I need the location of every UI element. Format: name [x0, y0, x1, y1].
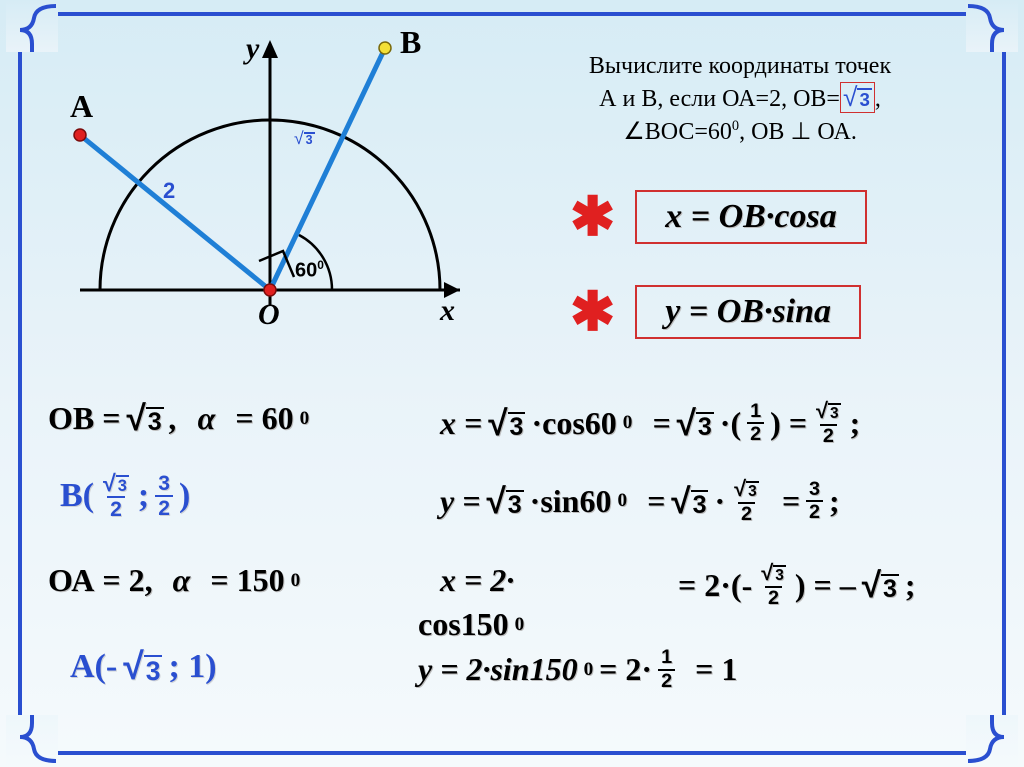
line-oa: ОА = 2, α = 1500	[48, 562, 300, 599]
axis-y-label: y	[246, 32, 259, 66]
line-x-b: x = √3 ·cos600 = √3 ·( 12 ) = √32 ;	[440, 400, 860, 447]
coords-b: В( √32 ; 32 )	[60, 472, 190, 520]
formula-x: x = OB·cosa	[635, 190, 866, 244]
line-x-a-2: cos1500	[418, 606, 524, 643]
line-y-a: y = 2·sin1500 = 2· 12 = 1	[418, 648, 737, 692]
point-b-label: B	[400, 24, 421, 61]
problem-statement: Вычислите координаты точек А и В, если О…	[490, 50, 990, 148]
problem-line-2: А и В, если ОА=2, ОВ=√3,	[490, 82, 990, 115]
line-ob: ОВ = √3, α = 600	[48, 400, 309, 437]
asterisk-icon: ✱	[570, 280, 615, 343]
length-oa: 2	[163, 178, 175, 204]
problem-line-1: Вычислите координаты точек	[490, 50, 990, 82]
coords-a: А(- √3 ; 1)	[70, 648, 217, 686]
formula-y-row: ✱ y = OB·sina	[570, 280, 861, 343]
axis-x-label: x	[440, 294, 455, 328]
problem-line-3: ∠ВОС=600, ОВ ⊥ ОА.	[490, 116, 990, 148]
line-x-a: x = 2·	[440, 562, 514, 599]
point-a-label: A	[70, 88, 93, 125]
length-ob: √3	[294, 130, 315, 149]
line-x-a-3: = 2·(- √32 ) = – √3 ;	[678, 562, 916, 609]
formula-y: y = OB·sina	[635, 285, 861, 339]
formula-x-row: ✱ x = OB·cosa	[570, 185, 867, 248]
line-y-b: y = √3 ·sin600 = √3 · √32 = 32 ;	[440, 478, 840, 525]
unit-circle-diagram: y x O A B 2 √3 600	[40, 30, 480, 350]
asterisk-icon: ✱	[570, 185, 615, 248]
origin-label: O	[258, 298, 280, 332]
angle-label: 600	[295, 258, 324, 283]
